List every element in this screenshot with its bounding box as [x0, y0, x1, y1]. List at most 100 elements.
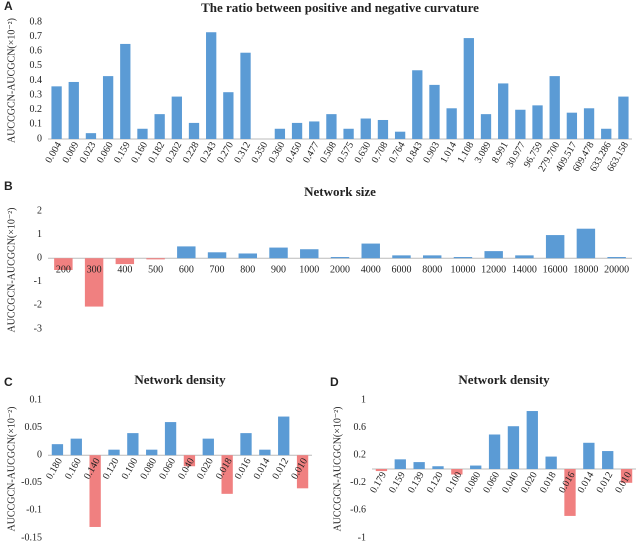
y-tick-label: 0.1 [30, 119, 43, 130]
bar [515, 255, 534, 259]
x-tick-label: 0.120 [425, 470, 446, 495]
bar [274, 128, 286, 139]
x-tick-label: 0.012 [271, 456, 292, 481]
bar [429, 84, 440, 139]
x-tick-label: 20000 [604, 264, 629, 275]
y-tick-label: 0.5 [30, 60, 43, 71]
y-tick-label: -0.1 [26, 505, 42, 516]
bar [394, 459, 406, 469]
x-tick-label: 0.060 [157, 456, 178, 481]
x-tick-label: 1.108 [456, 140, 477, 165]
x-tick-label: 0.018 [538, 470, 559, 495]
bar [154, 114, 165, 139]
bar [223, 92, 234, 139]
chart-title: Network density [458, 372, 550, 387]
x-tick-label: 400 [117, 264, 132, 275]
x-tick-label: 700 [210, 264, 225, 275]
bar [207, 252, 227, 259]
y-tick-label: 0 [37, 133, 42, 144]
x-tick-label: 200 [56, 264, 71, 275]
bar [412, 70, 423, 139]
y-tick-label: 0 [37, 252, 42, 263]
bar [278, 416, 290, 456]
x-tick-label: 0.060 [481, 470, 502, 495]
y-tick-label: -1 [34, 276, 42, 287]
x-tick-label: 0.159 [112, 140, 133, 165]
bar [377, 119, 389, 139]
bar [484, 251, 503, 259]
bar [394, 131, 406, 139]
x-tick-label: 0.360 [267, 140, 288, 165]
x-tick-label: 0.708 [370, 140, 391, 165]
x-tick-label: 8000 [422, 264, 442, 275]
bar [566, 112, 578, 139]
y-tick-label: 0.6 [30, 46, 43, 57]
y-axis-label: AUCCGCN-AUCGCN(×10⁻²) [6, 18, 17, 143]
x-tick-label: 0.012 [595, 470, 616, 495]
bar [361, 243, 380, 259]
x-tick-label: 0.764 [387, 140, 408, 165]
x-tick-label: 0.202 [164, 140, 185, 165]
x-tick-label: 300 [87, 264, 102, 275]
bar [564, 469, 576, 516]
x-tick-label: 0.139 [406, 470, 427, 495]
bar [68, 81, 79, 139]
bar [601, 128, 612, 139]
x-tick-label: 16000 [543, 264, 568, 275]
bar [54, 258, 73, 270]
x-tick-label: 0.575 [335, 140, 356, 165]
bar [607, 257, 626, 259]
x-tick-label: 0.270 [215, 140, 236, 165]
x-tick-label: 0.350 [250, 140, 271, 165]
x-tick-label: 0.477 [301, 140, 322, 165]
bar [488, 434, 501, 469]
y-tick-label: 0.05 [25, 422, 43, 433]
bar [498, 83, 509, 139]
bar [171, 96, 182, 139]
x-tick-label: 900 [271, 264, 286, 275]
x-tick-label: 0.040 [500, 470, 521, 495]
bar [360, 118, 371, 139]
bar [326, 114, 337, 139]
bar [89, 455, 101, 527]
panel-label: A [4, 0, 13, 13]
x-tick-label: 0.630 [353, 140, 374, 165]
bar [545, 235, 565, 259]
bar [446, 108, 457, 139]
y-tick-label: 0.4 [30, 75, 43, 86]
bar [102, 76, 114, 139]
bar [177, 246, 196, 259]
bar [330, 257, 350, 259]
x-tick-label: 0.312 [232, 140, 253, 165]
x-tick-label: 0.004 [43, 140, 64, 165]
bar [291, 122, 303, 139]
x-tick-label: 0.100 [120, 456, 141, 481]
y-tick-label: -0.05 [21, 477, 42, 488]
x-tick-label: 14000 [512, 264, 537, 275]
bar [463, 38, 474, 139]
y-tick-label: 0.8 [30, 16, 43, 27]
x-tick-label: 0.903 [421, 140, 442, 165]
x-tick-label: 0.023 [78, 140, 99, 165]
bar [470, 465, 482, 469]
x-tick-label: 0.009 [61, 140, 82, 165]
x-tick-label: 500 [148, 264, 163, 275]
chart-title: Network size [304, 184, 376, 199]
x-tick-label: 0.179 [368, 470, 389, 495]
bar [85, 133, 97, 139]
bar [618, 96, 629, 139]
bar [108, 449, 120, 456]
bar [183, 455, 196, 467]
x-tick-label: 0.160 [129, 140, 150, 165]
bar [620, 469, 633, 483]
x-tick-label: 0.080 [139, 456, 160, 481]
x-tick-label: 0.450 [284, 140, 305, 165]
bar [269, 247, 288, 259]
bar [296, 455, 309, 489]
bar [413, 462, 425, 469]
y-tick-label: -2 [34, 300, 42, 311]
y-tick-label: 0.6 [354, 422, 367, 433]
y-axis-label: AUCCGCN-AUCGCN(×10⁻²) [6, 406, 17, 531]
bar [375, 469, 388, 472]
x-tick-label: 10000 [450, 264, 475, 275]
